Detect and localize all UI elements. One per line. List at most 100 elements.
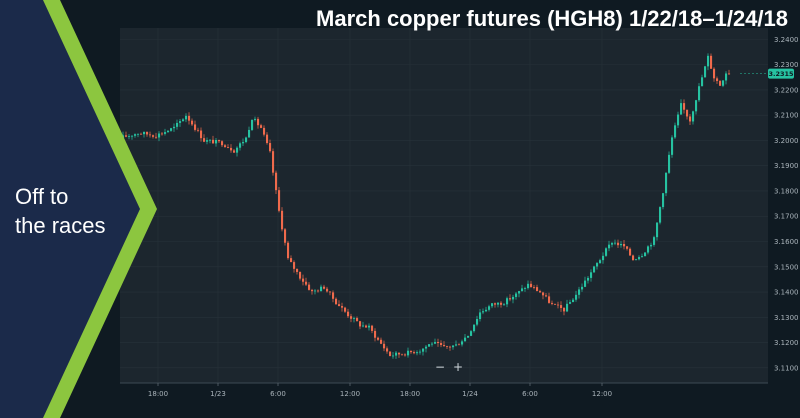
candle-body	[551, 302, 554, 304]
candle-body	[473, 324, 476, 332]
candle-body	[602, 255, 605, 261]
candle-body	[725, 73, 728, 81]
candle-body	[422, 348, 425, 352]
candle-body	[677, 114, 680, 126]
candle-body	[521, 288, 524, 292]
caption: Off to the races	[15, 182, 106, 240]
chart-title: March copper futures (HGH8) 1/22/18–1/24…	[316, 6, 788, 31]
candle-body	[173, 126, 176, 129]
candle-body	[167, 130, 170, 133]
candle-body	[512, 296, 515, 300]
candle-body	[212, 139, 215, 144]
candle-body	[305, 281, 308, 285]
candle-body	[641, 256, 644, 258]
candle-body	[263, 127, 266, 135]
y-tick-label: 3.2400	[774, 36, 799, 44]
price-badge-bg	[768, 68, 794, 79]
candle-body	[188, 115, 191, 121]
candle-body	[545, 295, 548, 297]
candle-body	[158, 133, 161, 138]
candle-body	[413, 352, 416, 354]
candle-body	[230, 147, 233, 151]
candle-body	[701, 77, 704, 87]
candle-body	[398, 352, 401, 355]
candle-body	[308, 284, 311, 290]
candle-body	[689, 116, 692, 122]
plot-area	[120, 28, 768, 383]
candle-body	[302, 278, 305, 282]
candle-body	[542, 292, 545, 296]
zoom-controls: − +	[435, 360, 463, 374]
candle-body	[563, 307, 566, 312]
caption-line-1: Off to	[15, 184, 69, 209]
x-tick-label: 6:00	[522, 390, 538, 398]
candle-body	[488, 306, 491, 310]
candle-body	[464, 337, 467, 342]
candle-body	[146, 131, 149, 135]
candle-body	[548, 296, 551, 303]
candle-body	[650, 244, 653, 247]
candle-body	[254, 118, 257, 120]
candle-body	[626, 246, 629, 249]
candle-body	[446, 345, 449, 347]
candle-body	[347, 311, 350, 317]
candle-body	[611, 243, 614, 245]
candle-body	[257, 118, 260, 126]
y-tick-label: 3.1500	[774, 263, 799, 271]
candle-body	[590, 272, 593, 278]
candle-body	[470, 331, 473, 336]
candle-body	[674, 125, 677, 138]
candle-body	[380, 339, 383, 344]
candle-body	[215, 139, 218, 144]
caption-line-2: the races	[15, 213, 106, 238]
candle-body	[707, 55, 710, 67]
candle-body	[269, 143, 272, 152]
candle-body	[503, 304, 506, 306]
y-tick-label: 3.1400	[774, 289, 799, 297]
candle-body	[299, 271, 302, 279]
candle-body	[560, 305, 563, 308]
candle-body	[455, 344, 458, 346]
x-tick-label: 18:00	[148, 390, 168, 398]
candle-body	[716, 78, 719, 82]
candle-body	[515, 293, 518, 297]
y-tick-label: 3.1200	[774, 339, 799, 347]
candle-body	[203, 138, 206, 142]
y-tick-label: 3.1100	[774, 364, 799, 372]
candle-body	[686, 109, 689, 117]
candle-body	[539, 291, 542, 293]
candle-body	[392, 355, 395, 357]
x-tick-label: 12:00	[592, 390, 612, 398]
candle-body	[365, 325, 368, 328]
zoom-in-button[interactable]: +	[453, 360, 463, 374]
candle-body	[260, 125, 263, 128]
candle-body	[326, 288, 329, 292]
candle-body	[653, 237, 656, 245]
candle-body	[614, 242, 617, 244]
y-tick-label: 3.2000	[774, 137, 799, 145]
candle-body	[374, 330, 377, 338]
candle-body	[629, 248, 632, 256]
zoom-out-button[interactable]: −	[435, 360, 445, 374]
candle-body	[425, 346, 428, 349]
candle-body	[227, 147, 230, 148]
candle-body	[224, 145, 227, 148]
candle-body	[593, 266, 596, 273]
candle-body	[584, 280, 587, 287]
candle-body	[695, 100, 698, 112]
candle-body	[635, 259, 638, 261]
candle-body	[599, 260, 602, 264]
candle-body	[662, 193, 665, 208]
candle-body	[164, 132, 167, 134]
candle-body	[722, 80, 725, 86]
candle-body	[476, 319, 479, 325]
candle-body	[494, 303, 497, 305]
candle-body	[683, 103, 686, 110]
candle-body	[527, 283, 530, 289]
candle-body	[443, 345, 446, 346]
candle-body	[665, 172, 668, 194]
candle-body	[533, 287, 536, 288]
candle-body	[218, 139, 221, 142]
candle-body	[623, 243, 626, 247]
